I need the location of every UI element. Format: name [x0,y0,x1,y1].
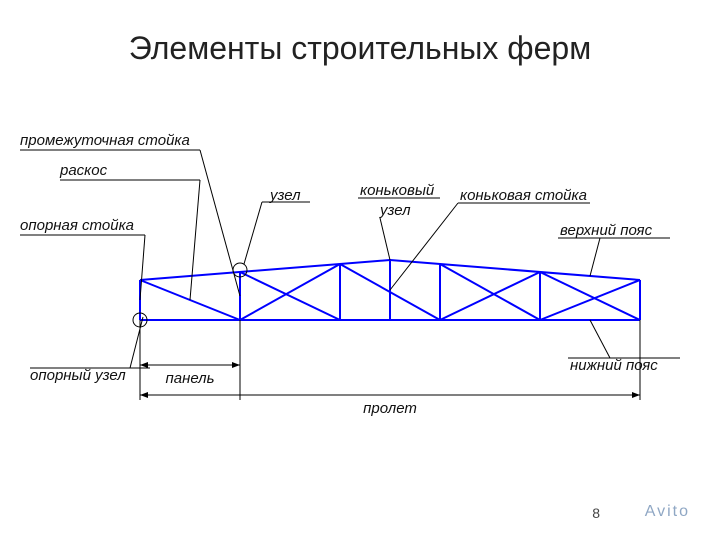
svg-text:раскос: раскос [59,162,108,179]
svg-text:узел: узел [269,187,301,204]
svg-text:пролет: пролет [363,400,417,417]
svg-text:верхний пояс: верхний пояс [560,222,653,239]
page-number: 8 [592,505,600,521]
truss-diagram: промежуточная стойка раскос опорная стойка… [0,0,720,539]
svg-text:коньковый: коньковый [360,182,435,199]
svg-text:опорная стойка: опорная стойка [20,217,134,234]
svg-text:нижний пояс: нижний пояс [570,357,658,374]
slide: Элементы строительных ферм промежуточная… [0,0,720,539]
watermark: Avito [645,503,690,521]
svg-text:опорный узел: опорный узел [30,367,126,384]
svg-text:панель: панель [165,370,214,387]
svg-text:промежуточная стойка: промежуточная стойка [20,132,190,149]
svg-text:коньковая стойка: коньковая стойка [460,187,587,204]
svg-text:узел: узел [379,202,411,219]
page-title: Элементы строительных ферм [0,30,720,67]
